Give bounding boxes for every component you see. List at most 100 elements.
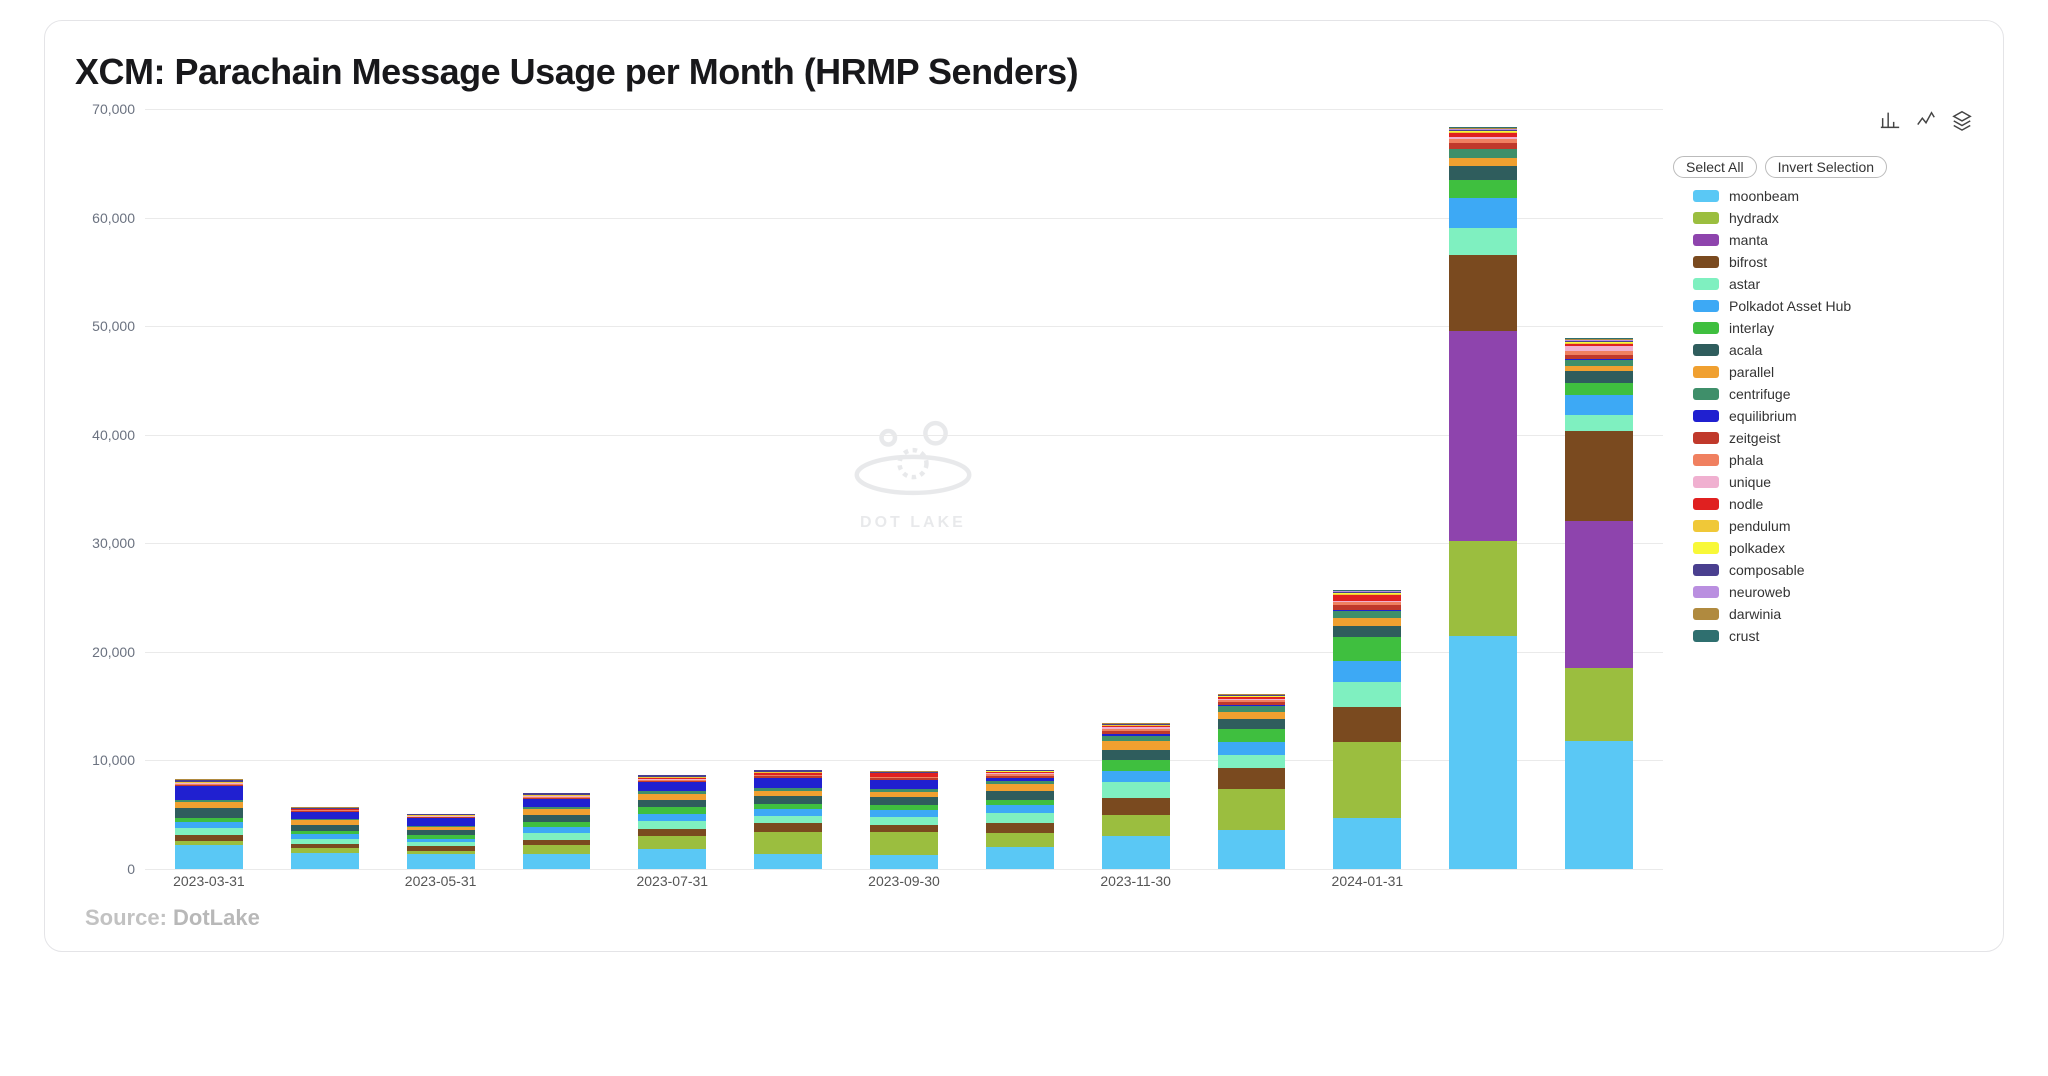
bar-stack[interactable] [870, 771, 938, 869]
bar-stack[interactable] [1218, 694, 1286, 869]
bar-segment-astar[interactable] [1218, 755, 1286, 768]
bar-segment-astar[interactable] [754, 816, 822, 824]
legend-item-equilibrium[interactable]: equilibrium [1693, 408, 1973, 424]
legend-item-phala[interactable]: phala [1693, 452, 1973, 468]
bar-stack[interactable] [291, 807, 359, 869]
bar-segment-equilibrium[interactable] [870, 780, 938, 789]
bar-segment-equilibrium[interactable] [523, 799, 591, 808]
bar-segment-bifrost[interactable] [1565, 431, 1633, 520]
bar-segment-acala[interactable] [523, 815, 591, 823]
bar-stack[interactable] [754, 770, 822, 869]
bar-segment-hydradx[interactable] [1449, 541, 1517, 635]
bar-stack[interactable] [1333, 590, 1401, 869]
bar-segment-interlay[interactable] [1218, 729, 1286, 742]
bar-segment-interlay[interactable] [1565, 383, 1633, 395]
bar-segment-assetHub[interactable] [1218, 742, 1286, 755]
bar-segment-acala[interactable] [638, 800, 706, 808]
bar-segment-assetHub[interactable] [986, 805, 1054, 813]
bar-segment-bifrost[interactable] [986, 823, 1054, 833]
bar-segment-moonbeam[interactable] [870, 855, 938, 869]
bar-segment-astar[interactable] [1333, 682, 1401, 707]
legend-item-zeitgeist[interactable]: zeitgeist [1693, 430, 1973, 446]
bar-segment-centrifuge[interactable] [1449, 149, 1517, 158]
invert-selection-button[interactable]: Invert Selection [1765, 156, 1888, 178]
bar-segment-parallel[interactable] [1449, 158, 1517, 166]
bar-segment-hydradx[interactable] [754, 832, 822, 854]
legend-item-composable[interactable]: composable [1693, 562, 1973, 578]
bar-segment-parallel[interactable] [1333, 618, 1401, 626]
bar-segment-acala[interactable] [986, 791, 1054, 800]
bar-segment-acala[interactable] [1565, 371, 1633, 383]
bar-segment-equilibrium[interactable] [407, 818, 475, 826]
bar-segment-equilibrium[interactable] [754, 778, 822, 788]
bar-segment-hydradx[interactable] [986, 833, 1054, 847]
bar-segment-bifrost[interactable] [638, 829, 706, 837]
bar-stack[interactable] [407, 814, 475, 869]
bar-segment-astar[interactable] [870, 817, 938, 825]
legend-item-bifrost[interactable]: bifrost [1693, 254, 1973, 270]
bar-segment-interlay[interactable] [1333, 637, 1401, 661]
legend-item-astar[interactable]: astar [1693, 276, 1973, 292]
legend-item-moonbeam[interactable]: moonbeam [1693, 188, 1973, 204]
bar-segment-moonbeam[interactable] [1333, 818, 1401, 869]
line-chart-icon[interactable] [1915, 109, 1937, 136]
legend-item-crust[interactable]: crust [1693, 628, 1973, 644]
bar-segment-acala[interactable] [870, 797, 938, 805]
bar-segment-hydradx[interactable] [1565, 668, 1633, 741]
bar-segment-acala[interactable] [1449, 166, 1517, 180]
bar-segment-acala[interactable] [1218, 719, 1286, 729]
bar-segment-astar[interactable] [175, 828, 243, 836]
bar-segment-equilibrium[interactable] [175, 786, 243, 800]
bar-segment-astar[interactable] [986, 813, 1054, 824]
bar-stack[interactable] [1102, 723, 1170, 869]
legend-item-polkadex[interactable]: polkadex [1693, 540, 1973, 556]
bar-segment-hydradx[interactable] [1218, 789, 1286, 830]
legend-item-parallel[interactable]: parallel [1693, 364, 1973, 380]
bar-segment-moonbeam[interactable] [986, 847, 1054, 869]
bar-segment-assetHub[interactable] [1565, 395, 1633, 416]
stack-icon[interactable] [1951, 109, 1973, 136]
bar-segment-manta[interactable] [1565, 521, 1633, 669]
legend-item-centrifuge[interactable]: centrifuge [1693, 386, 1973, 402]
bar-segment-hydradx[interactable] [870, 832, 938, 855]
bar-segment-assetHub[interactable] [1102, 771, 1170, 782]
legend-item-acala[interactable]: acala [1693, 342, 1973, 358]
legend-item-darwinia[interactable]: darwinia [1693, 606, 1973, 622]
bar-segment-astar[interactable] [1102, 782, 1170, 798]
legend-item-pendulum[interactable]: pendulum [1693, 518, 1973, 534]
bar-segment-parallel[interactable] [1218, 712, 1286, 720]
bar-stack[interactable] [1565, 338, 1633, 869]
bar-segment-equilibrium[interactable] [291, 812, 359, 820]
bar-segment-bifrost[interactable] [1333, 707, 1401, 742]
bar-segment-moonbeam[interactable] [175, 845, 243, 869]
select-all-button[interactable]: Select All [1673, 156, 1757, 178]
legend-item-interlay[interactable]: interlay [1693, 320, 1973, 336]
bar-segment-hydradx[interactable] [523, 845, 591, 854]
bar-segment-bifrost[interactable] [1102, 798, 1170, 814]
legend-item-manta[interactable]: manta [1693, 232, 1973, 248]
bar-segment-acala[interactable] [754, 796, 822, 804]
bar-segment-moonbeam[interactable] [1565, 741, 1633, 869]
bar-segment-moonbeam[interactable] [407, 854, 475, 869]
bar-segment-assetHub[interactable] [1333, 661, 1401, 683]
bar-stack[interactable] [175, 779, 243, 869]
bar-segment-parallel[interactable] [1102, 741, 1170, 750]
bar-stack[interactable] [1449, 127, 1517, 869]
bar-segment-centrifuge[interactable] [1333, 611, 1401, 619]
bar-segment-manta[interactable] [1449, 331, 1517, 542]
bar-stack[interactable] [986, 770, 1054, 869]
bar-chart-icon[interactable] [1879, 109, 1901, 136]
bar-segment-assetHub[interactable] [638, 814, 706, 822]
bar-segment-bifrost[interactable] [1449, 255, 1517, 331]
bar-segment-assetHub[interactable] [1449, 198, 1517, 228]
bar-segment-moonbeam[interactable] [1449, 636, 1517, 869]
bar-segment-interlay[interactable] [1102, 760, 1170, 771]
bar-segment-acala[interactable] [1102, 750, 1170, 761]
bar-stack[interactable] [523, 793, 591, 869]
bar-segment-hydradx[interactable] [1333, 742, 1401, 818]
bar-segment-moonbeam[interactable] [1102, 836, 1170, 869]
legend-item-assetHub[interactable]: Polkadot Asset Hub [1693, 298, 1973, 314]
bar-segment-bifrost[interactable] [754, 823, 822, 832]
bar-segment-acala[interactable] [175, 808, 243, 818]
legend-item-unique[interactable]: unique [1693, 474, 1973, 490]
